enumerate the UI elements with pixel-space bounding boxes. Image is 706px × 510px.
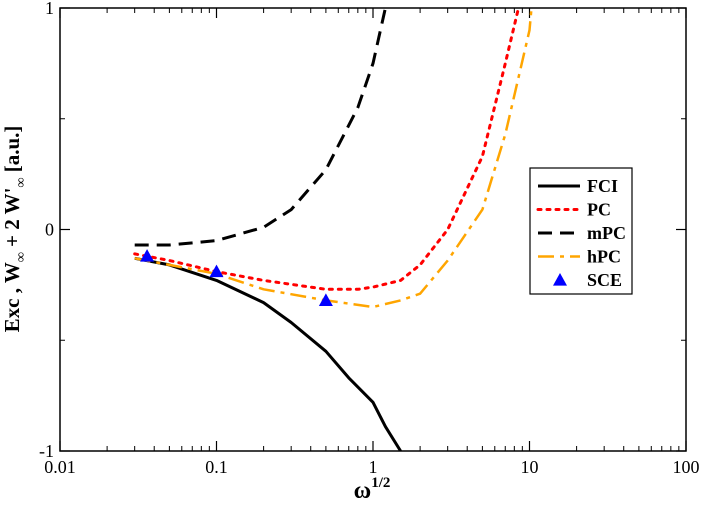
y-axis-label-part3: [a.u.] <box>0 126 24 178</box>
x-tick-label: 100 <box>673 457 700 477</box>
y-axis-label-sub1: ∞ <box>14 252 29 262</box>
y-tick-label: -1 <box>39 441 54 461</box>
x-axis-label-superscript: 1/2 <box>371 475 390 491</box>
series-sce-marker <box>318 293 333 306</box>
x-axis-label: ω1/2 <box>354 475 391 504</box>
series-sce-marker <box>140 249 155 262</box>
y-axis-label-sub2: ∞ <box>14 178 29 188</box>
y-axis-label-part1: Exc , W <box>0 262 24 332</box>
legend-sce-label: SCE <box>587 270 622 290</box>
y-tick-label: 0 <box>45 220 54 240</box>
x-tick-label: 1 <box>369 457 378 477</box>
series-sce-marker <box>209 264 224 278</box>
legend: FCI PC mPC hPC SCE <box>529 167 633 295</box>
legend-box <box>529 167 633 295</box>
legend-hpc-label: hPC <box>587 247 621 267</box>
legend-sce-swatch <box>553 273 567 286</box>
y-axis-label: Exc , W∞ + 2 W'∞ [a.u.] <box>0 126 29 333</box>
series-pc-line <box>133 8 520 291</box>
tick-labels: 0.01 0.1 1 10 100 -1 0 1 <box>39 0 700 477</box>
series-fci-line <box>134 256 402 451</box>
series-mpc-line <box>134 8 387 247</box>
x-tick-label: 0.1 <box>205 457 228 477</box>
x-tick-label: 10 <box>521 457 539 477</box>
x-tick-label: 0.01 <box>44 457 76 477</box>
legend-pc-label: PC <box>587 200 611 220</box>
series-layer <box>133 8 533 451</box>
legend-mpc-label: mPC <box>587 223 626 243</box>
x-axis-label-base: ω <box>354 478 372 504</box>
y-axis-label-part2: + 2 W' <box>0 188 24 253</box>
plot-frame <box>59 7 687 452</box>
y-tick-label: 1 <box>45 0 54 18</box>
legend-fci-label: FCI <box>587 176 618 196</box>
